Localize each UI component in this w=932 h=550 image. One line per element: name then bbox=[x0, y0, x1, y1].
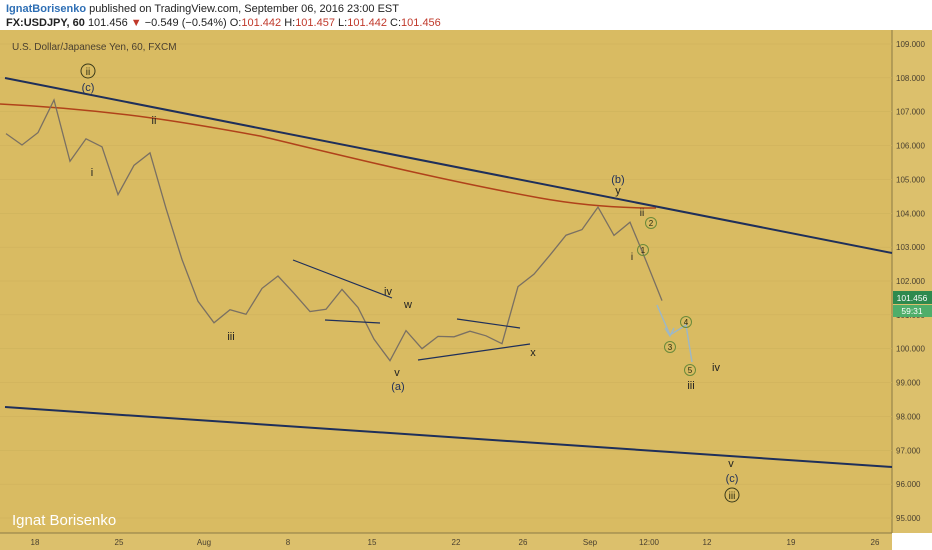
wave-label-ii-2: ii bbox=[640, 208, 644, 219]
price-line bbox=[5, 98, 663, 362]
wave-label-5: 5 bbox=[688, 366, 693, 375]
time-tick-labels: 18 25 Aug 8 15 22 26 Sep 12:00 12 19 26 bbox=[31, 538, 880, 547]
current-price-tag bbox=[893, 291, 932, 304]
last-price: 101.456 bbox=[87, 17, 128, 29]
price-tick-label: 104.000 bbox=[896, 209, 925, 218]
wave-label-i-2: i bbox=[631, 252, 633, 263]
price-change: −0.549 (−0.54%) bbox=[144, 17, 227, 29]
triangle-upper-line bbox=[292, 259, 393, 299]
lower-trendline bbox=[4, 406, 893, 468]
wave-label-w: w bbox=[403, 299, 412, 311]
wave-circle-4 bbox=[680, 316, 692, 328]
down-arrow-icon: ▼ bbox=[130, 17, 142, 29]
open-label: O: bbox=[229, 17, 242, 29]
flag-lower-line bbox=[417, 343, 531, 361]
publish-info: IgnatBorisenko published on TradingView.… bbox=[6, 3, 399, 15]
watermark: Ignat Borisenko bbox=[12, 512, 116, 529]
wave-label-a: (a) bbox=[391, 381, 404, 393]
wave-label-1: 1 bbox=[641, 246, 646, 255]
open-value: 101.442 bbox=[241, 17, 282, 29]
wave-label-c-2: (c) bbox=[726, 473, 739, 485]
price-tick-label: 99.000 bbox=[896, 379, 921, 388]
wave-label-ii-1: ii bbox=[152, 115, 157, 127]
countdown-tag bbox=[893, 305, 932, 317]
wave-label-iii-circled: iii bbox=[729, 491, 736, 502]
price-tick-label: 102.000 bbox=[896, 277, 925, 286]
time-tick-label: Sep bbox=[583, 538, 598, 547]
wave-circle-3 bbox=[664, 341, 676, 353]
low-label: L: bbox=[338, 17, 348, 29]
projection-path bbox=[656, 304, 693, 363]
flag-upper-line bbox=[456, 318, 521, 329]
wave-label-iii-1: iii bbox=[227, 331, 234, 343]
symbol-label: FX:USDJPY, 60 bbox=[6, 17, 85, 29]
price-chart[interactable]: 109.000 108.000 107.000 106.000 105.000 104.0… bbox=[0, 30, 932, 550]
time-axis bbox=[0, 533, 892, 550]
plot-area bbox=[0, 30, 892, 533]
time-tick-label: 26 bbox=[519, 538, 528, 547]
price-tick-label: 107.000 bbox=[896, 108, 925, 117]
time-tick-label: 22 bbox=[452, 538, 461, 547]
close-label: C: bbox=[390, 17, 402, 29]
time-tick-label: Aug bbox=[197, 538, 211, 547]
ohlc-line: FX:USDJPY, 60 101.456 ▼ −0.549 (−0.54%) … bbox=[6, 17, 441, 29]
projection-arrow bbox=[664, 327, 675, 338]
wave-label-iv-1: iv bbox=[384, 286, 392, 298]
wave-label-ii-circled: ii bbox=[86, 67, 90, 78]
wave-label-v-1: v bbox=[394, 367, 400, 379]
author-link[interactable]: IgnatBorisenko bbox=[6, 3, 87, 15]
moving-average-line bbox=[0, 103, 657, 209]
price-axis bbox=[892, 30, 932, 533]
wave-label-4: 4 bbox=[684, 318, 689, 327]
wave-label-i-1: i bbox=[91, 167, 93, 179]
time-tick-label: 15 bbox=[368, 538, 377, 547]
price-tick-label: 108.000 bbox=[896, 74, 925, 83]
time-tick-label: 12:00 bbox=[639, 538, 660, 547]
wave-label-x: x bbox=[530, 347, 536, 359]
wave-label-2: 2 bbox=[649, 219, 654, 228]
price-tick-label: 109.000 bbox=[896, 40, 925, 49]
price-tick-label: 106.000 bbox=[896, 142, 925, 151]
price-tick-label: 103.000 bbox=[896, 243, 925, 252]
wave-label-iv-2: iv bbox=[712, 362, 720, 374]
time-tick-label: 19 bbox=[787, 538, 796, 547]
upper-trendline bbox=[4, 77, 893, 254]
wave-label-c-1: (c) bbox=[82, 82, 95, 94]
time-tick-label: 18 bbox=[31, 538, 40, 547]
wave-labels: ii (c) i ii iii iv w v (a) x (b) y ii i … bbox=[80, 63, 740, 503]
time-tick-label: 8 bbox=[286, 538, 291, 547]
price-tick-label: 96.000 bbox=[896, 480, 921, 489]
price-tick-label: 98.000 bbox=[896, 412, 921, 421]
current-price-label: 101.456 bbox=[897, 293, 928, 303]
time-tick-label: 25 bbox=[115, 538, 124, 547]
price-tick-label: 97.000 bbox=[896, 446, 921, 455]
wave-label-3: 3 bbox=[668, 343, 673, 352]
time-tick-label: 12 bbox=[703, 538, 712, 547]
close-value: 101.456 bbox=[401, 17, 441, 29]
price-tick-label: 95.000 bbox=[896, 514, 921, 523]
price-tick-label: 100.000 bbox=[896, 345, 925, 354]
wave-circle-2 bbox=[645, 217, 657, 229]
wave-label-b: (b) bbox=[611, 174, 624, 186]
chart-title: U.S. Dollar/Japanese Yen, 60, FXCM bbox=[12, 42, 177, 53]
wave-label-y: y bbox=[615, 185, 621, 197]
wave-label-iii-2: iii bbox=[687, 380, 694, 392]
wave-label-v-2: v bbox=[728, 458, 734, 470]
wave-circle-5 bbox=[684, 364, 696, 376]
wave-circle-iii bbox=[724, 487, 740, 503]
wave-circle-ii bbox=[80, 63, 96, 79]
countdown-label: 59:31 bbox=[901, 306, 923, 316]
chart-header: IgnatBorisenko published on TradingView.… bbox=[0, 0, 932, 30]
published-text: published on TradingView.com, September … bbox=[86, 3, 399, 15]
high-value: 101.457 bbox=[295, 17, 335, 29]
low-value: 101.442 bbox=[347, 17, 387, 29]
wave-circle-1 bbox=[637, 244, 649, 256]
triangle-lower-line bbox=[324, 319, 381, 324]
time-tick-label: 26 bbox=[871, 538, 880, 547]
high-label: H: bbox=[284, 17, 296, 29]
price-tick-label: 105.000 bbox=[896, 175, 925, 184]
